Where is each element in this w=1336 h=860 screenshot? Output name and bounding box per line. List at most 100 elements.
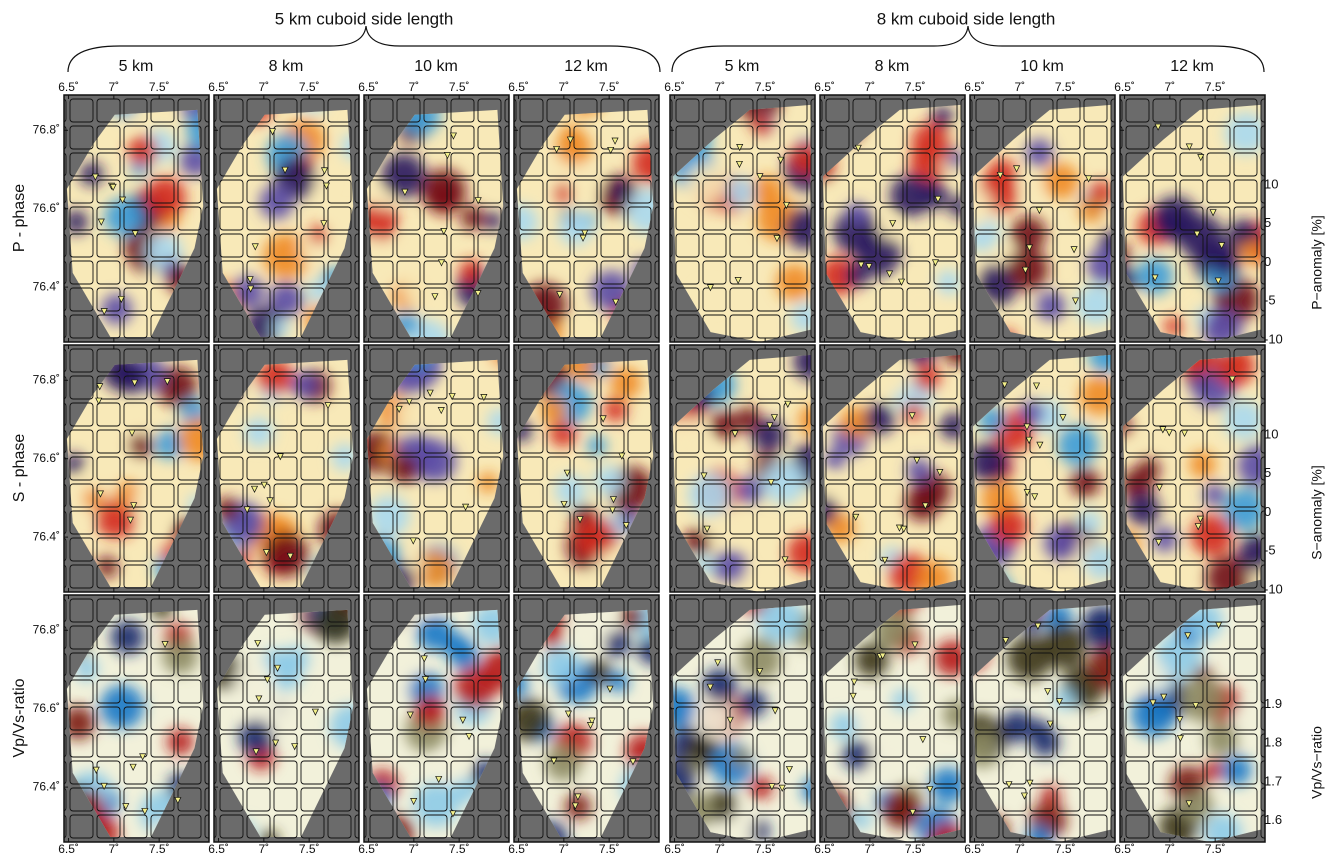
lon-tick-label: 7˚ xyxy=(1015,80,1026,94)
lon-tick-label: 6.5˚ xyxy=(814,842,835,855)
lon-tick-label: 7.5˚ xyxy=(599,842,620,855)
lat-tick-label: 76.8˚ xyxy=(33,372,60,386)
lon-tick-label: 7.5˚ xyxy=(755,80,776,94)
lon-tick-label: 7˚ xyxy=(715,80,726,94)
map-panel xyxy=(1099,95,1284,365)
colorbar-tick-label: 1.7 xyxy=(1264,773,1282,788)
map-panel xyxy=(649,81,834,365)
map-panel xyxy=(493,79,678,365)
lon-tick-label: 7˚ xyxy=(259,842,270,855)
lat-tick-label: 76.4˚ xyxy=(33,279,60,293)
lon-tick-label: 6.5˚ xyxy=(208,842,229,855)
lon-tick-label: 6.5˚ xyxy=(358,842,379,855)
lon-tick-label: 7.5˚ xyxy=(905,80,926,94)
map-panel xyxy=(949,337,1134,615)
map-panel xyxy=(43,595,228,855)
column-title: 12 km xyxy=(1170,58,1214,75)
map-panel xyxy=(649,584,834,855)
column-title: 12 km xyxy=(564,58,608,75)
lat-tick-label: 76.4˚ xyxy=(33,529,60,543)
column-title: 8 km xyxy=(269,58,304,75)
lat-tick-label: 76.8˚ xyxy=(33,122,60,136)
lon-tick-label: 7˚ xyxy=(1015,842,1026,855)
lon-tick-label: 7˚ xyxy=(409,80,420,94)
map-panel xyxy=(193,83,378,365)
map-panel xyxy=(799,577,984,855)
map-panel xyxy=(799,85,984,365)
lon-tick-label: 7˚ xyxy=(865,842,876,855)
lon-tick-label: 6.5˚ xyxy=(508,842,529,855)
colorbar-tick-label: -10 xyxy=(1264,331,1283,346)
map-panel xyxy=(192,574,378,855)
lon-tick-label: 6.5˚ xyxy=(508,80,529,94)
column-title: 10 km xyxy=(414,58,458,75)
lon-tick-label: 7.5˚ xyxy=(1205,842,1226,855)
lon-tick-label: 6.5˚ xyxy=(1114,80,1135,94)
column-title: 5 km xyxy=(725,58,760,75)
lon-tick-label: 7˚ xyxy=(559,80,570,94)
lon-tick-label: 7˚ xyxy=(109,80,120,94)
lon-tick-label: 7˚ xyxy=(259,80,270,94)
lon-tick-label: 6.5˚ xyxy=(964,842,985,855)
lon-tick-label: 6.5˚ xyxy=(664,80,685,94)
lon-tick-label: 7.5˚ xyxy=(755,842,776,855)
colorbar-tick-label: 1.6 xyxy=(1264,812,1282,827)
map-panel xyxy=(343,324,528,615)
lon-tick-label: 7˚ xyxy=(559,842,570,855)
lon-tick-label: 6.5˚ xyxy=(208,80,229,94)
lon-tick-label: 6.5˚ xyxy=(814,80,835,94)
lon-tick-label: 7.5˚ xyxy=(149,80,170,94)
lon-tick-label: 6.5˚ xyxy=(358,80,379,94)
lon-tick-label: 7.5˚ xyxy=(299,80,320,94)
column-title: 10 km xyxy=(1020,58,1064,75)
lat-tick-label: 76.6˚ xyxy=(33,451,60,465)
lon-tick-label: 6.5˚ xyxy=(58,842,79,855)
lon-tick-label: 7.5˚ xyxy=(149,842,170,855)
colorbar-label: Vp/Vs−ratio xyxy=(1309,726,1325,799)
lon-tick-label: 7.5˚ xyxy=(1205,80,1226,94)
row-label: S - phase xyxy=(11,434,28,503)
colorbar-label: S−anomaly [%] xyxy=(1309,465,1325,560)
column-title: 8 km xyxy=(875,58,910,75)
map-panel xyxy=(949,588,1134,855)
column-title: 5 km xyxy=(119,58,154,75)
colorbar-tick-label: 10 xyxy=(1264,176,1278,191)
lat-tick-label: 76.6˚ xyxy=(33,701,60,715)
map-panel xyxy=(43,345,228,615)
lon-tick-label: 7.5˚ xyxy=(1055,80,1076,94)
map-panel xyxy=(43,85,228,365)
figure: 5 km cuboid side length 8 km cuboid side… xyxy=(0,0,1336,855)
map-panel xyxy=(949,81,1134,365)
row-label: Vp/Vs-ratio xyxy=(11,678,28,757)
lon-tick-label: 6.5˚ xyxy=(1114,842,1135,855)
lon-tick-label: 7˚ xyxy=(1165,80,1176,94)
map-panel xyxy=(649,342,836,615)
colorbar-tick-label: 1.8 xyxy=(1264,735,1282,750)
lon-tick-label: 7˚ xyxy=(109,842,120,855)
lon-tick-label: 7˚ xyxy=(865,80,876,94)
map-panel xyxy=(1099,332,1284,615)
lon-tick-label: 6.5˚ xyxy=(664,842,685,855)
map-panel xyxy=(493,329,678,615)
colorbar-tick-label: 10 xyxy=(1264,426,1278,441)
group-title: 8 km cuboid side length xyxy=(877,9,1056,28)
lat-tick-label: 76.6˚ xyxy=(33,201,60,215)
map-panel xyxy=(799,330,984,615)
page: { "groups": [ {"title": "5 km cuboid sid… xyxy=(0,0,1336,855)
map-panel xyxy=(493,595,678,855)
lat-tick-label: 76.4˚ xyxy=(33,779,60,793)
lon-tick-label: 7.5˚ xyxy=(905,842,926,855)
colorbar-label: P−anomaly [%] xyxy=(1309,215,1325,310)
lon-tick-label: 7˚ xyxy=(1165,842,1176,855)
lon-tick-label: 7˚ xyxy=(409,842,420,855)
lon-tick-label: 7˚ xyxy=(715,842,726,855)
group-title: 5 km cuboid side length xyxy=(275,9,454,28)
map-panel xyxy=(193,345,378,615)
lon-tick-label: 7.5˚ xyxy=(449,80,470,94)
row-label: P - phase xyxy=(11,184,28,252)
colorbar-tick-label: -10 xyxy=(1264,581,1283,596)
lon-tick-label: 7.5˚ xyxy=(449,842,470,855)
colorbar-tick-label: 1.9 xyxy=(1264,696,1282,711)
lon-tick-label: 7.5˚ xyxy=(599,80,620,94)
map-panel xyxy=(1099,589,1284,855)
